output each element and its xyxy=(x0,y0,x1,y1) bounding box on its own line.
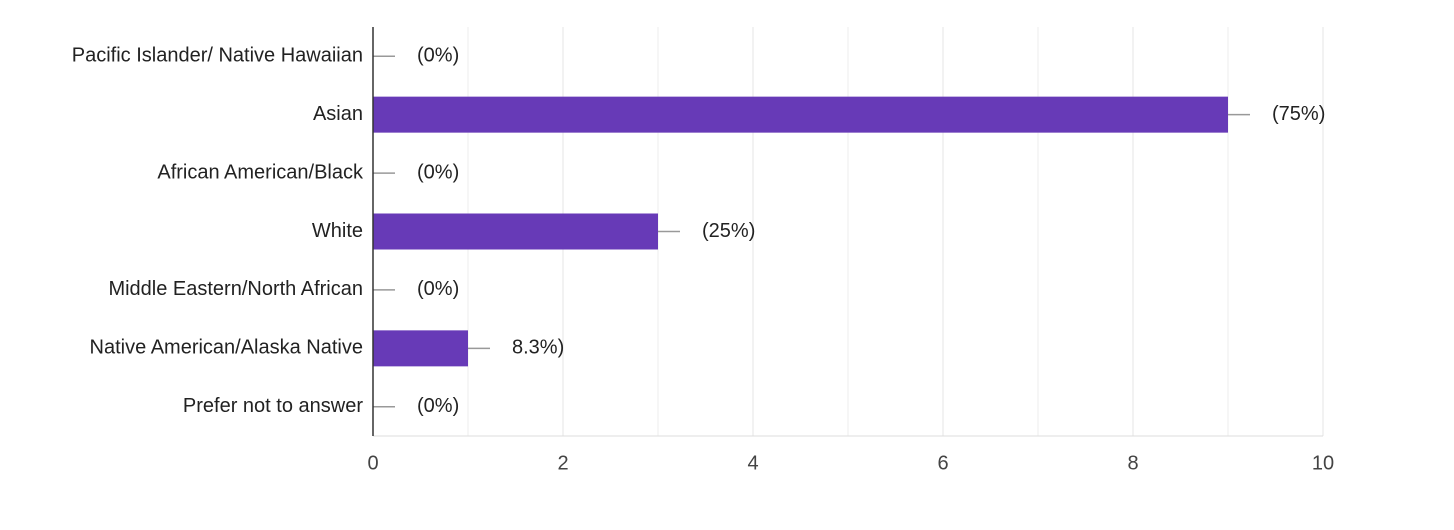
data-label: (0%) xyxy=(417,161,459,183)
x-tick-label: 10 xyxy=(1312,452,1334,474)
data-label: (75%) xyxy=(1272,103,1325,125)
data-label: (0%) xyxy=(417,395,459,417)
x-tick-label: 6 xyxy=(937,452,948,474)
x-tick-label: 0 xyxy=(367,452,378,474)
data-label: (0%) xyxy=(417,278,459,300)
y-tick-label: Asian xyxy=(313,103,363,125)
bar xyxy=(373,96,1228,133)
y-tick-label: Pacific Islander/ Native Hawaiian xyxy=(72,44,363,66)
y-tick-label: African American/Black xyxy=(157,161,364,183)
y-tick-label: Prefer not to answer xyxy=(183,395,363,417)
bar xyxy=(373,213,658,250)
x-tick-label: 2 xyxy=(557,452,568,474)
x-tick-label: 8 xyxy=(1127,452,1138,474)
y-tick-label: White xyxy=(312,220,363,242)
x-tick-label: 4 xyxy=(747,452,758,474)
data-label: (25%) xyxy=(702,220,755,242)
data-label: (0%) xyxy=(417,44,459,66)
y-tick-label: Native American/Alaska Native xyxy=(90,337,363,359)
y-tick-label: Middle Eastern/North African xyxy=(108,278,363,300)
data-label: 8.3%) xyxy=(512,337,564,359)
bar xyxy=(373,330,468,367)
